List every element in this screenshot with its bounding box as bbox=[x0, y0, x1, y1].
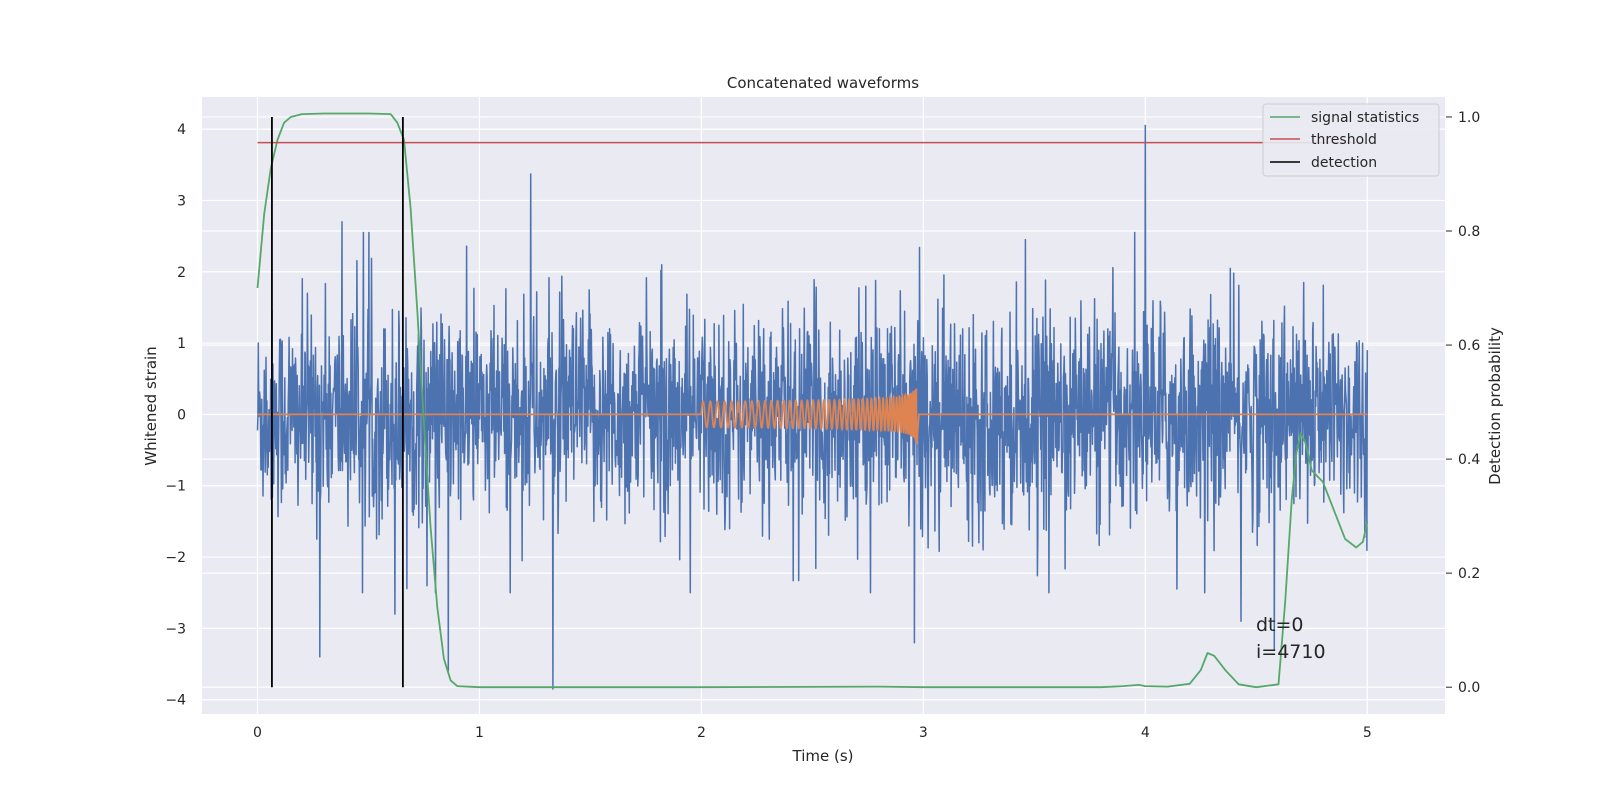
y2-tick-label-5: 1.0 bbox=[1458, 110, 1480, 126]
y-tick-label-7: 3 bbox=[177, 193, 186, 209]
y-tick-label-1: −3 bbox=[165, 621, 186, 637]
y2-tick-label-3: 0.6 bbox=[1458, 338, 1480, 354]
legend-label-signal-statistics: signal statistics bbox=[1311, 110, 1419, 126]
x-tick-label-0: 0 bbox=[253, 725, 262, 741]
y-tick-label-3: −1 bbox=[165, 479, 186, 495]
y-tick-label-0: −4 bbox=[165, 693, 186, 709]
y-tick-label-5: 1 bbox=[177, 336, 186, 352]
signal-statistics-line bbox=[256, 112, 1369, 689]
chart-title: Concatenated waveforms bbox=[727, 74, 919, 92]
x-tick-label-5: 5 bbox=[1363, 725, 1372, 741]
y2-tick-label-0: 0.0 bbox=[1458, 680, 1480, 696]
legend-label-threshold: threshold bbox=[1311, 132, 1377, 148]
y2-axis-label: Detection probability bbox=[1486, 327, 1504, 485]
tick-labels: 0 1 2 3 4 5 −4 −3 −2 −1 0 1 2 3 4 0.0 0.2 0.4 0.6 0.8 1.0 bbox=[165, 110, 1480, 741]
y-axis-label: Whitened strain bbox=[142, 346, 160, 465]
y-tick-label-2: −2 bbox=[165, 550, 186, 566]
x-tick-label-4: 4 bbox=[1141, 725, 1150, 741]
y2-tick-label-1: 0.2 bbox=[1458, 566, 1480, 582]
template-line bbox=[257, 388, 1368, 445]
legend-box bbox=[1262, 103, 1440, 177]
right-axis-series bbox=[256, 112, 1369, 689]
x-axis-label: Time (s) bbox=[792, 747, 854, 765]
x-tick-label-2: 2 bbox=[697, 725, 706, 741]
legend-label-detection: detection bbox=[1311, 155, 1377, 171]
y-tick-label-6: 2 bbox=[177, 265, 186, 281]
y-tick-label-8: 4 bbox=[177, 122, 186, 138]
annotation-index: i=4710 bbox=[1256, 641, 1326, 663]
y2-tick-label-4: 0.8 bbox=[1458, 224, 1480, 240]
x-tick-label-3: 3 bbox=[919, 725, 928, 741]
annotation-dt: dt=0 bbox=[1256, 614, 1304, 636]
y-tick-label-4: 0 bbox=[177, 407, 186, 423]
legend: signal statistics threshold detection bbox=[1262, 103, 1440, 177]
template-series bbox=[257, 388, 1368, 445]
x-tick-label-1: 1 bbox=[475, 725, 484, 741]
y2-tick-label-2: 0.4 bbox=[1458, 452, 1480, 468]
